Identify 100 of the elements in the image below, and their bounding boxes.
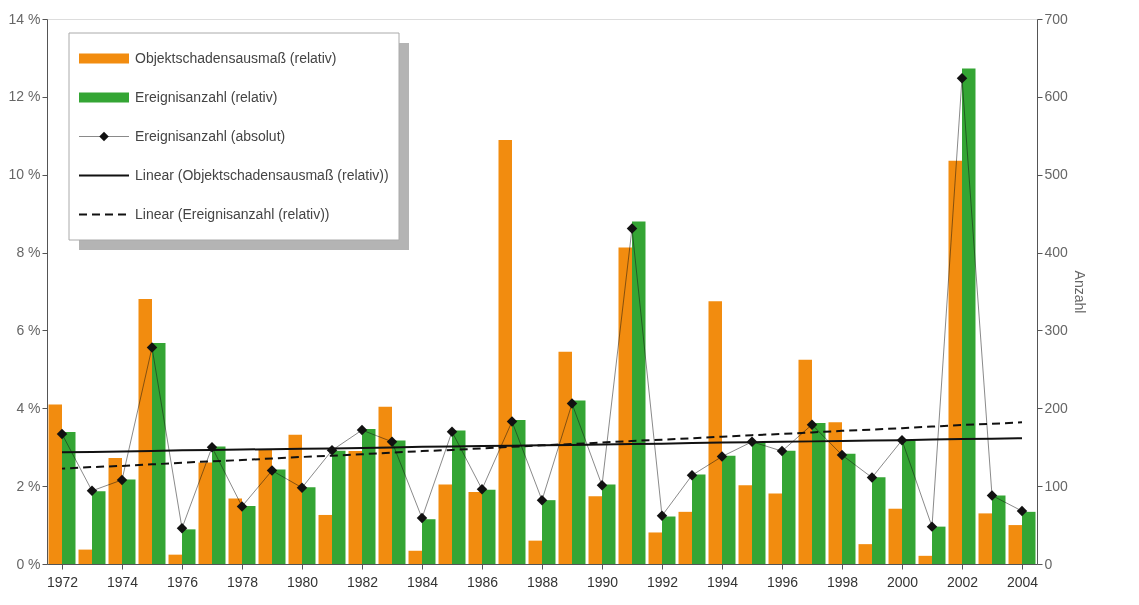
y2-axis-title: Anzahl xyxy=(1071,270,1088,314)
x-tick-label: 1984 xyxy=(406,573,439,590)
y2-tick-label: 700 xyxy=(1044,10,1069,27)
bar xyxy=(828,422,842,564)
x-tick-label: 2002 xyxy=(946,573,979,590)
bar xyxy=(152,342,166,564)
point xyxy=(596,480,608,491)
bar xyxy=(902,439,916,564)
bar xyxy=(962,68,976,564)
bar xyxy=(618,247,632,564)
bar xyxy=(752,442,766,564)
point xyxy=(266,465,278,476)
point xyxy=(686,470,698,481)
y-tick-label: 2 % xyxy=(16,477,41,494)
point xyxy=(806,419,818,430)
bar xyxy=(288,434,302,564)
x-tick-label: 1976 xyxy=(166,573,199,590)
y-tick-label: 6 % xyxy=(16,321,41,338)
bar xyxy=(108,458,122,564)
point xyxy=(926,521,938,532)
line-series xyxy=(61,421,1023,470)
point xyxy=(566,398,578,409)
bar xyxy=(662,516,676,564)
bar xyxy=(932,526,946,564)
bar xyxy=(918,555,932,564)
x-tick-label: 1996 xyxy=(766,573,799,590)
point xyxy=(296,482,308,493)
point xyxy=(866,472,878,483)
point xyxy=(416,512,428,524)
bar xyxy=(872,477,886,564)
bar xyxy=(62,432,76,564)
bar xyxy=(708,301,722,564)
point xyxy=(956,72,968,84)
bar xyxy=(512,419,526,564)
y2-tick-label: 0 xyxy=(1044,555,1053,572)
x-tick-label: 1992 xyxy=(646,573,679,590)
x-tick-label: 1990 xyxy=(586,573,619,590)
point xyxy=(146,342,158,353)
bar xyxy=(452,430,466,564)
y-tick-label: 14 % xyxy=(8,10,41,27)
point xyxy=(236,501,248,512)
bar xyxy=(978,513,992,564)
bar xyxy=(542,500,556,564)
bar xyxy=(212,446,226,564)
legend-label: Objektschadensausmaß (relativ) xyxy=(135,49,337,66)
point xyxy=(536,494,548,506)
bar xyxy=(182,529,196,564)
bar xyxy=(798,359,812,564)
y-tick-label: 8 % xyxy=(16,244,41,261)
point xyxy=(356,424,368,436)
point xyxy=(986,490,998,501)
point xyxy=(116,474,128,486)
bar xyxy=(572,400,586,564)
point xyxy=(56,428,68,440)
x-tick-label: 1994 xyxy=(706,573,739,590)
bar xyxy=(842,453,856,564)
bar xyxy=(122,479,136,564)
bar xyxy=(858,544,872,564)
bar xyxy=(692,474,706,564)
bar xyxy=(588,496,602,564)
bar xyxy=(78,549,92,564)
bar xyxy=(242,506,256,564)
x-tick-label: 1998 xyxy=(826,573,859,590)
point xyxy=(326,445,338,456)
bar xyxy=(198,462,212,564)
bar xyxy=(48,404,62,564)
bar xyxy=(812,423,826,564)
bar xyxy=(348,451,362,564)
bar xyxy=(392,440,406,564)
point xyxy=(176,522,188,534)
bar xyxy=(228,498,242,564)
bar xyxy=(92,491,106,564)
x-tick-label: 2004 xyxy=(1006,573,1039,590)
bar xyxy=(318,514,332,564)
bar xyxy=(992,495,1006,564)
point xyxy=(476,484,488,495)
legend-label: Linear (Objektschadensausmaß (relativ)) xyxy=(135,166,389,183)
bar xyxy=(738,485,752,564)
bar xyxy=(558,351,572,564)
bar xyxy=(138,298,152,564)
bar xyxy=(722,455,736,564)
point xyxy=(716,451,728,462)
bar xyxy=(408,550,422,564)
legend-label: Ereignisanzahl (relativ) xyxy=(135,88,278,105)
y-tick-label: 4 % xyxy=(16,399,41,416)
point xyxy=(506,416,518,427)
bar xyxy=(438,484,452,564)
point xyxy=(206,441,218,453)
bar xyxy=(1022,511,1036,564)
x-tick-label: 1974 xyxy=(106,573,139,590)
bar xyxy=(782,450,796,564)
x-tick-label: 2000 xyxy=(886,573,919,590)
point xyxy=(446,426,458,437)
bar xyxy=(948,160,962,564)
y2-tick-label: 400 xyxy=(1044,244,1069,261)
bar xyxy=(678,511,692,564)
point xyxy=(86,485,98,497)
x-tick-label: 1978 xyxy=(226,573,259,590)
bar xyxy=(332,450,346,564)
y-tick-label: 10 % xyxy=(8,166,41,183)
